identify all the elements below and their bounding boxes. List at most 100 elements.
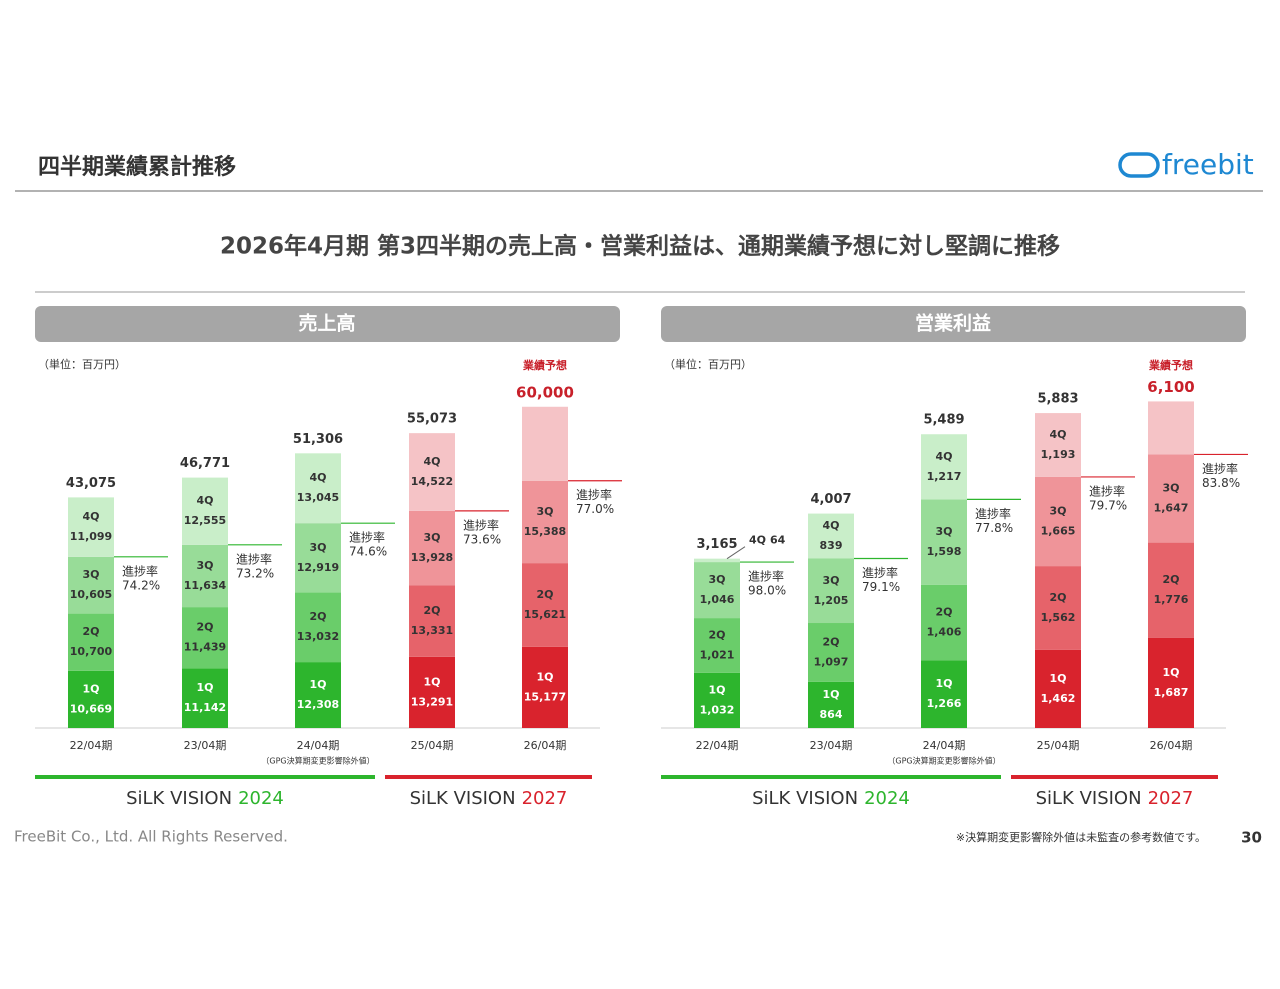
bar-segment [921, 584, 967, 661]
bar-segment [694, 618, 740, 673]
segment-value: 10,700 [70, 645, 113, 658]
segment-name: 2Q [309, 610, 326, 623]
segment-value: 1,205 [814, 594, 849, 607]
segment-name: 4Q [749, 534, 766, 547]
leader-line [726, 546, 746, 560]
segment-name: 4Q [935, 450, 952, 463]
segment-value: 10,669 [70, 702, 112, 715]
segment-value: 1,266 [927, 697, 962, 710]
total-label: 6,100 [1147, 378, 1194, 396]
x-tick-label: 25/04期 [411, 739, 454, 752]
segment-value: 864 [820, 708, 843, 721]
segment-value: 12,919 [297, 561, 339, 574]
progress-value: 73.6% [463, 532, 501, 546]
x-tick-label: 22/04期 [696, 739, 739, 752]
segment-value: 10,605 [70, 588, 112, 601]
segment-value: 13,032 [297, 630, 339, 643]
segment-name: 4Q [82, 510, 99, 523]
progress-label: 進捗率 [862, 565, 898, 580]
segment-name: 2Q [822, 635, 839, 648]
x-tick-label: 25/04期 [1037, 739, 1080, 752]
total-label: 5,883 [1037, 392, 1078, 407]
segment-name: 3Q [423, 531, 440, 544]
segment-value: 1,462 [1041, 692, 1076, 705]
segment-name: 2Q [82, 625, 99, 638]
bar-segment [409, 585, 455, 657]
bar-segment [808, 623, 854, 682]
total-label: 60,000 [516, 383, 574, 401]
bar-segment [409, 656, 455, 728]
segment-value: 11,099 [70, 530, 112, 543]
progress-value: 74.6% [349, 545, 387, 559]
logo: freebit [1118, 148, 1254, 181]
vision-name: SiLK VISION [126, 788, 232, 809]
bar-segment [1148, 637, 1194, 728]
segment-name: 4Q [822, 519, 839, 532]
bar-segment [182, 544, 228, 608]
segment-value: 13,291 [411, 695, 453, 708]
bar-segment [808, 513, 854, 559]
segment-name: 3Q [196, 559, 213, 572]
x-tick-label: 23/04期 [184, 739, 227, 752]
bar-segment [921, 499, 967, 585]
bar-segment [1148, 454, 1194, 543]
segment-name: 4Q [1049, 428, 1066, 441]
forecast-label: 業績予想 [1148, 358, 1193, 372]
segment-value: 11,142 [184, 701, 226, 714]
segment-name: 1Q [708, 683, 725, 696]
segment-name: 3Q [82, 568, 99, 581]
segment-name: 2Q [196, 621, 213, 634]
segment-name: 4Q [423, 455, 440, 468]
logo-text: freebit [1162, 148, 1254, 181]
category-note: （GPG決算期変更影響除外値） [887, 756, 1000, 766]
segment-name: 1Q [935, 677, 952, 690]
forecast-label: 業績予想 [522, 358, 567, 372]
unit-label: （単位：百万円） [664, 357, 752, 371]
total-label: 43,075 [66, 476, 116, 491]
bar-segment [921, 660, 967, 728]
bar-segment [182, 477, 228, 545]
progress-value: 79.1% [862, 580, 900, 594]
bar-segment [1035, 476, 1081, 567]
vision-year: 2024 [238, 788, 284, 809]
bar-segment [409, 510, 455, 586]
segment-value: 1,598 [927, 545, 962, 558]
segment-value: 13,331 [411, 624, 453, 637]
progress-label: 進捗率 [1089, 483, 1125, 498]
bar-segment [522, 563, 568, 647]
progress-label: 進捗率 [349, 530, 385, 545]
progress-label: 進捗率 [236, 551, 272, 566]
slide-title: 四半期業績累計推移 [38, 154, 236, 180]
total-label: 3,165 [696, 537, 737, 552]
segment-value: 15,621 [524, 608, 566, 621]
x-tick-label: 23/04期 [810, 739, 853, 752]
x-tick-label: 26/04期 [524, 739, 567, 752]
bar-segment [1035, 566, 1081, 650]
total-label: 51,306 [293, 432, 343, 447]
segment-value: 1,776 [1154, 593, 1189, 606]
panel-title: 営業利益 [915, 312, 991, 335]
bar-segment [921, 434, 967, 500]
segment-value: 13,045 [297, 491, 339, 504]
segment-name: 4Q [309, 471, 326, 484]
bar-segment [1035, 413, 1081, 477]
vision-name: SiLK VISION [410, 788, 516, 809]
x-tick-label: 24/04期 [923, 739, 966, 752]
x-tick-label: 22/04期 [70, 739, 113, 752]
segment-value: 11,439 [184, 641, 226, 654]
bar-segment [295, 453, 341, 524]
vision-name: SiLK VISION [752, 788, 858, 809]
vision-label: SiLK VISION 2024 [752, 788, 910, 809]
bar-segment [694, 558, 740, 563]
segment-value: 1,097 [814, 655, 849, 668]
progress-value: 77.8% [975, 521, 1013, 535]
footnote: ※決算期変更影響除外値は未監査の参考数値です。 [956, 830, 1206, 844]
segment-value: 14,522 [411, 475, 453, 488]
bar-segment [182, 668, 228, 728]
progress-value: 79.7% [1089, 498, 1127, 512]
bar-segment [1035, 649, 1081, 728]
segment-name: 1Q [822, 688, 839, 701]
bar-segment [409, 433, 455, 511]
segment-name: 1Q [423, 675, 440, 688]
